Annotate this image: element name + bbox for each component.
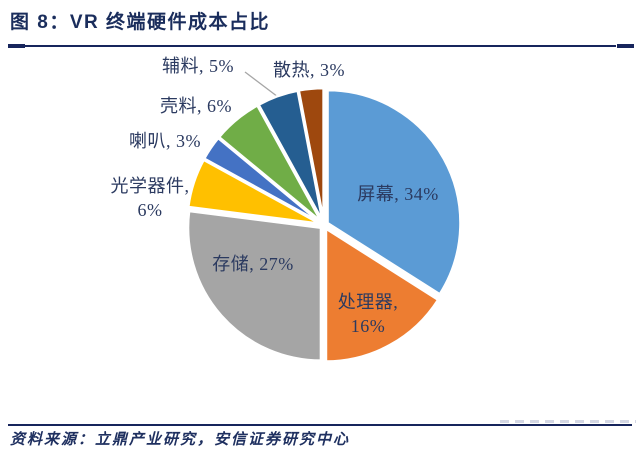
- footer-rule: [8, 424, 632, 426]
- pie-slice-cooling: [297, 86, 325, 223]
- figure-title: 图 8：VR 终端硬件成本占比: [10, 12, 271, 33]
- source-note: 资料来源：立鼎产业研究，安信证券研究中心: [10, 432, 351, 448]
- pie-slice-screen: [326, 88, 462, 296]
- footer-rule-dash-artifact: [500, 420, 636, 423]
- title-rule: [8, 45, 616, 47]
- pie-slice-storage: [186, 209, 323, 362]
- pie-slice-processor: [324, 227, 440, 363]
- title-rule-right-dash: [617, 44, 634, 48]
- pie-slice-housing: [217, 104, 323, 224]
